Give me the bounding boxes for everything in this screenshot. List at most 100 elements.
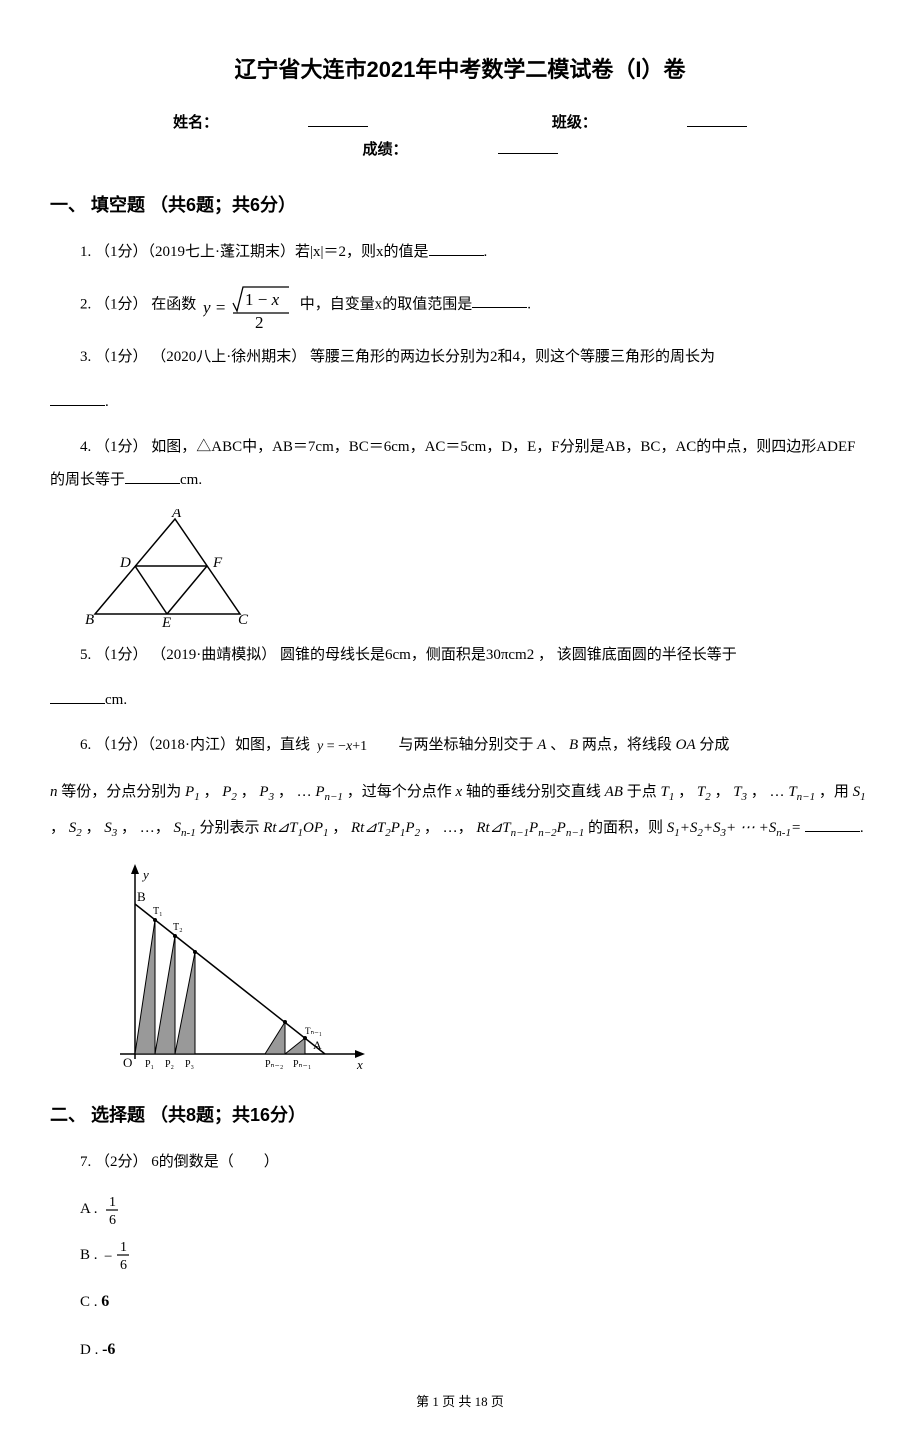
- question-3-cont: .: [50, 386, 870, 419]
- frac-16-icon: 1 6: [104, 1194, 120, 1226]
- q6-n: n: [50, 784, 58, 800]
- name-blank: [308, 111, 368, 127]
- question-5-cont: cm.: [50, 684, 870, 717]
- q6-mid3: 两点，将线段: [582, 737, 676, 753]
- q6-prefix: 6. （1分）（2018·内江）如图，直线: [80, 737, 314, 753]
- question-6: 6. （1分）（2018·内江）如图，直线 y = −x+1 与两坐标轴分别交于…: [50, 729, 870, 762]
- q6-blank: [805, 818, 860, 832]
- q7-optA: A . 1 6: [80, 1191, 870, 1229]
- q7-optB: B . − 1 6: [80, 1237, 870, 1275]
- q6-Sn1: Sn-1: [174, 820, 196, 836]
- q6-Tn1: Tn−1: [788, 784, 815, 800]
- page-footer: 第 1 页 共 18 页: [50, 1390, 870, 1413]
- q6-sum: S1+S2+S3+ ⋯ +Sn-1=: [667, 820, 801, 836]
- section2-title: 二、 选择题 （共8题；共16分）: [50, 1099, 870, 1131]
- svg-text:x: x: [356, 1057, 363, 1072]
- q6-Pn1: Pn−1: [315, 784, 343, 800]
- svg-text:T₂: T₂: [173, 922, 183, 933]
- q5-suffix: cm.: [105, 692, 127, 708]
- optD-label: D .: [80, 1342, 98, 1358]
- question-4: 4. （1分） 如图，△ABC中，AB＝7cm，BC＝6cm，AC＝5cm，D，…: [50, 431, 870, 497]
- q4-suffix: cm.: [180, 472, 202, 488]
- svg-text:Pₙ₋₂: Pₙ₋₂: [265, 1059, 283, 1070]
- svg-text:Pₙ₋₁: Pₙ₋₁: [293, 1059, 311, 1070]
- svg-text:P₂: P₂: [165, 1059, 174, 1070]
- svg-text:P₃: P₃: [185, 1059, 194, 1070]
- svg-text:F: F: [212, 555, 223, 571]
- q6-suffix: .: [860, 820, 864, 836]
- optA-label: A .: [80, 1201, 98, 1217]
- q6-S2: S2: [69, 820, 82, 836]
- svg-text:O: O: [123, 1055, 132, 1070]
- q3-suffix: .: [105, 394, 109, 410]
- q6-Rt2: Rt⊿T2P1P2: [351, 820, 420, 836]
- optB-label: B .: [80, 1247, 98, 1263]
- q1-text: 1. （1分）（2019七上·蓬江期末）若|x|＝2，则x的值是: [80, 244, 429, 260]
- question-5: 5. （1分） （2019·曲靖模拟） 圆锥的母线长是6cm，侧面积是30πcm…: [50, 639, 870, 672]
- q6-P2: P2: [222, 784, 237, 800]
- svg-text:B: B: [85, 612, 94, 628]
- q6-Rt1: Rt⊿T1OP1: [263, 820, 328, 836]
- q6-A: A: [537, 737, 546, 753]
- svg-text:P₁: P₁: [145, 1059, 154, 1070]
- svg-text:y =: y =: [203, 298, 226, 317]
- svg-text:C: C: [238, 612, 249, 628]
- q6-P3: P3: [259, 784, 274, 800]
- score-blank: [498, 138, 558, 154]
- svg-text:2: 2: [255, 313, 264, 329]
- q1-suffix: .: [484, 244, 488, 260]
- info-line: 姓名： 班级： 成绩：: [50, 110, 870, 164]
- q3-blank: [50, 392, 105, 406]
- q7-optC: C . 6: [80, 1282, 870, 1322]
- q7-options: A . 1 6 B . − 1 6 C . 6 D . -6: [80, 1191, 870, 1370]
- q5-blank: [50, 690, 105, 704]
- name-label: 姓名：: [173, 110, 218, 137]
- q6-mid9: 分别表示: [199, 820, 263, 836]
- svg-text:B: B: [137, 889, 146, 904]
- formula-line-icon: y = −x+1: [317, 738, 392, 753]
- chart-figure: O B y x A P₁ P₂ P₃ Pₙ₋₂ Pₙ₋₁ T₁ T₂ Tₙ₋₁: [95, 859, 870, 1084]
- optC-label: C .: [80, 1294, 98, 1310]
- svg-text:E: E: [161, 615, 171, 629]
- q6-mid6: 轴的垂线分别交直线: [466, 784, 605, 800]
- svg-text:y: y: [141, 867, 149, 882]
- svg-text:1 − x: 1 − x: [245, 290, 280, 309]
- svg-text:−: −: [104, 1249, 112, 1265]
- q6-B: B: [569, 737, 578, 753]
- q6-S3: S3: [104, 820, 117, 836]
- svg-text:T₁: T₁: [153, 906, 163, 917]
- q6-mid1: 与两坐标轴分别交于: [399, 737, 538, 753]
- question-1: 1. （1分）（2019七上·蓬江期末）若|x|＝2，则x的值是.: [50, 236, 870, 269]
- q6-mid8: ，用: [819, 784, 853, 800]
- q2-suffix: .: [527, 296, 531, 312]
- question-3: 3. （1分） （2020八上·徐州期末） 等腰三角形的两边长分别为2和4，则这…: [50, 341, 870, 374]
- q7-optD: D . -6: [80, 1330, 870, 1370]
- q6-pmid: ，过每个分点作: [347, 784, 456, 800]
- q5-text: 5. （1分） （2019·曲靖模拟） 圆锥的母线长是6cm，侧面积是30πcm…: [80, 647, 737, 663]
- exam-title: 辽宁省大连市2021年中考数学二模试卷（I）卷: [50, 50, 870, 90]
- optD-val: -6: [102, 1341, 115, 1358]
- score-label: 成绩：: [362, 137, 407, 164]
- q6-T3: T3: [733, 784, 747, 800]
- svg-text:6: 6: [120, 1258, 127, 1271]
- question-6-cont1: n 等份，分点分别为 P1 ， P2 ， P3 ， … Pn−1 ，过每个分点作…: [50, 774, 870, 847]
- formula-sqrt-icon: y = 1 − x 2: [203, 281, 293, 329]
- svg-text:D: D: [119, 555, 131, 571]
- q6-AB: AB: [605, 784, 623, 800]
- svg-text:6: 6: [109, 1213, 116, 1226]
- class-label: 班级：: [552, 110, 597, 137]
- svg-text:y = −x+1: y = −x+1: [317, 739, 367, 753]
- q4-blank: [125, 470, 180, 484]
- q6-T2: T2: [697, 784, 711, 800]
- q3-text: 3. （1分） （2020八上·徐州期末） 等腰三角形的两边长分别为2和4，则这…: [80, 349, 715, 365]
- q2-blank: [472, 294, 527, 308]
- triangle-figure: A B C D E F: [80, 509, 870, 629]
- question-7: 7. （2分） 6的倒数是（ ）: [50, 1146, 870, 1179]
- q2-mid: 中，自变量x的取值范围是: [300, 296, 473, 312]
- section1-title: 一、 填空题 （共6题；共6分）: [50, 189, 870, 221]
- frac-neg16-icon: − 1 6: [104, 1239, 132, 1271]
- q6-mid2: 、: [550, 737, 565, 753]
- q6-mid5: 等份，分点分别为: [61, 784, 185, 800]
- svg-text:1: 1: [120, 1240, 127, 1255]
- svg-text:Tₙ₋₁: Tₙ₋₁: [305, 1026, 322, 1036]
